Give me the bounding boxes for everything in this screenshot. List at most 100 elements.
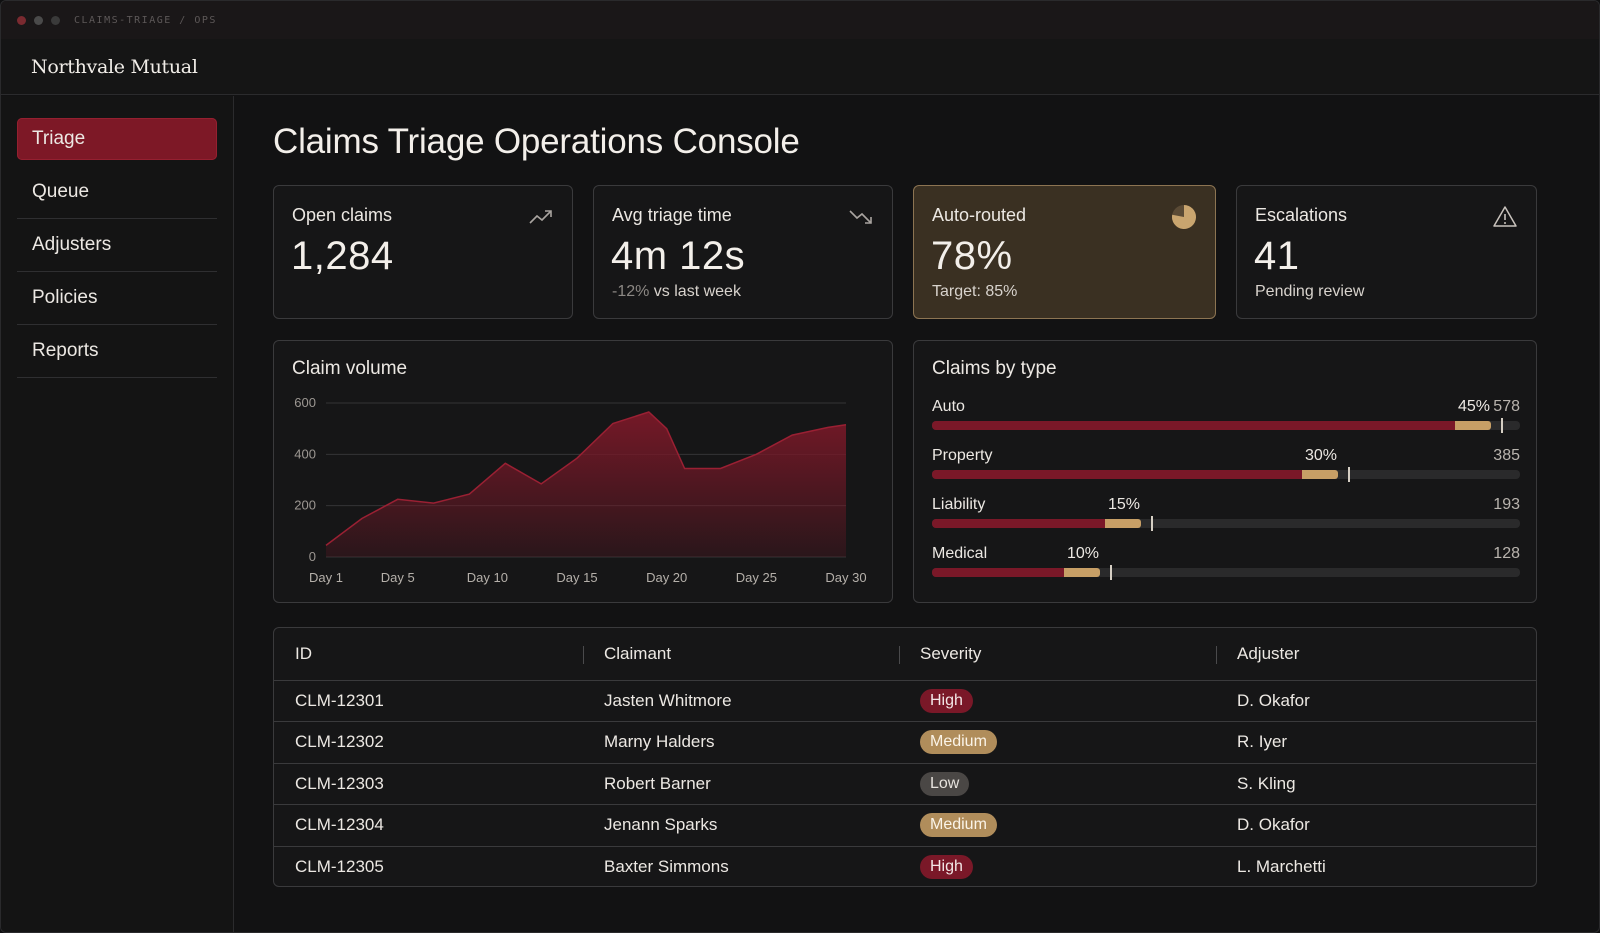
column-header-severity[interactable]: Severity: [899, 628, 1216, 681]
severity-cell: Medium: [899, 804, 1216, 847]
type-bar-fill: [932, 568, 1064, 577]
type-row-medical[interactable]: Medical 10% 128: [932, 545, 1520, 585]
type-bar-marker: [1151, 516, 1153, 531]
kpi-auto-routed[interactable]: Auto-routed 78% Target: 85%: [913, 185, 1216, 319]
type-bar-cap: [1455, 421, 1491, 430]
claim-id: CLM-12305: [295, 857, 384, 876]
delta-suffix: vs last week: [649, 283, 741, 300]
trending-up-icon: [529, 210, 552, 224]
claim-id: CLM-12303: [274, 763, 583, 805]
type-label: Liability: [932, 496, 986, 513]
severity-cell: Low: [899, 763, 1216, 805]
volume-line: [325, 411, 847, 547]
table-row[interactable]: CLM-12302 Marny Halders Medium R. Iyer: [274, 721, 1536, 764]
type-percent: 15%: [1108, 496, 1141, 513]
panel-title: Claim volume: [292, 358, 408, 379]
type-row-auto[interactable]: Auto 45% 578: [932, 398, 1520, 438]
kpi-label: Avg triage time: [612, 205, 732, 225]
title-bar: CLAIMS-TRIAGE / OPS: [1, 1, 1599, 39]
type-bar-cap: [1064, 568, 1100, 577]
kpi-value: 41: [1254, 234, 1300, 278]
type-row-property[interactable]: Property 30% 385: [932, 447, 1520, 487]
column-header-id[interactable]: ID: [274, 628, 583, 681]
table-header-row: ID Claimant Severity Adjuster: [274, 628, 1536, 681]
x-tick-label: Day 15: [556, 570, 597, 585]
type-bar-track: [932, 516, 1520, 531]
claimant-name: Jasten Whitmore: [583, 680, 899, 722]
kpi-label: Escalations: [1255, 205, 1348, 225]
sidebar-item-label: Reports: [32, 340, 99, 361]
claim-id: CLM-12302: [274, 721, 583, 764]
type-bar-marker: [1110, 565, 1112, 580]
type-count: 193: [1493, 496, 1520, 513]
brand-logo[interactable]: Northvale Mutual: [31, 55, 198, 78]
claimant-name: Jenann Sparks: [583, 804, 899, 847]
claim-id: CLM-12304: [274, 804, 583, 847]
table-row[interactable]: CLM-12301 Jasten Whitmore High D. Okafor: [274, 680, 1536, 722]
severity-cell: High: [899, 846, 1216, 888]
maximize-window-button[interactable]: [51, 15, 60, 25]
kpi-value: 1,284: [291, 234, 394, 278]
type-bar-marker: [1501, 418, 1503, 433]
table-body: CLM-12301 Jasten Whitmore High D. Okafor CLM…: [274, 680, 1536, 888]
x-tick-label: Day 5: [381, 570, 415, 585]
sidebar-item-adjusters[interactable]: Adjusters: [17, 219, 217, 272]
close-window-button[interactable]: [17, 15, 26, 25]
claim-volume-panel: Claim volume 0 200 400 600 Day 1 Day 5 Day 10 D…: [273, 340, 893, 603]
adjuster-name: L. Marchetti: [1237, 857, 1326, 876]
x-tick-label: Day 30: [825, 570, 866, 585]
type-bar-track: [932, 565, 1520, 580]
column-header-adjuster[interactable]: Adjuster: [1216, 628, 1536, 681]
trending-down-icon: [849, 210, 872, 224]
claim-volume-chart: 0 200 400 600 Day 1 Day 5 Day 10 Day 15 Day 20 Da…: [294, 395, 866, 585]
window-path: CLAIMS-TRIAGE / OPS: [74, 14, 217, 26]
column-header-claimant[interactable]: Claimant: [583, 628, 899, 681]
kpi-avg-triage-time[interactable]: Avg triage time 4m 12s -12% vs last week: [593, 185, 893, 319]
sidebar-item-queue[interactable]: Queue: [17, 166, 217, 219]
kpi-label: Open claims: [292, 205, 393, 225]
minimize-window-button[interactable]: [34, 15, 43, 25]
y-tick-label: 200: [294, 498, 316, 513]
severity-badge: Low: [920, 771, 970, 796]
table-row[interactable]: CLM-12305 Baxter Simmons High L. Marchetti: [274, 846, 1536, 888]
type-bar-cap: [1302, 470, 1338, 479]
kpi-escalations[interactable]: Escalations 41 Pending review: [1236, 185, 1537, 319]
y-tick-label: 600: [294, 395, 316, 410]
type-label: Auto: [932, 398, 965, 415]
severity-badge: High: [920, 688, 973, 713]
claims-table-card: ID Claimant Severity Adjuster CLM-12301 J…: [273, 627, 1537, 887]
table-row[interactable]: CLM-12304 Jenann Sparks Medium D. Okafor: [274, 804, 1536, 847]
x-tick-label: Day 1: [309, 570, 343, 585]
claimant-name: Robert Barner: [583, 763, 899, 805]
severity-cell: Medium: [899, 721, 1216, 764]
sidebar: Triage Queue Adjusters Policies Reports: [1, 96, 234, 932]
sidebar-item-label: Triage: [32, 128, 86, 149]
kpi-target: Target: 85%: [932, 283, 1018, 300]
x-tick-label: Day 20: [646, 570, 687, 585]
table-row[interactable]: CLM-12303 Robert Barner Low S. Kling: [274, 763, 1536, 805]
severity-badge: Medium: [920, 813, 997, 838]
claims-table: ID Claimant Severity Adjuster CLM-12301 J…: [274, 628, 1536, 888]
sidebar-item-policies[interactable]: Policies: [17, 272, 217, 325]
type-bar-cap: [1105, 519, 1141, 528]
sidebar-item-label: Adjusters: [32, 234, 112, 255]
type-label: Property: [932, 447, 993, 464]
type-percent: 10%: [1067, 545, 1100, 562]
type-bar-track: [932, 467, 1520, 482]
panel-title: Claims by type: [932, 358, 1057, 379]
type-label: Medical: [932, 545, 988, 562]
type-row-liability[interactable]: Liability 15% 193: [932, 496, 1520, 536]
volume-area: [326, 412, 846, 557]
sidebar-item-reports[interactable]: Reports: [17, 325, 217, 378]
severity-badge: High: [920, 855, 973, 879]
adjuster-name: S. Kling: [1216, 763, 1536, 805]
claimant-name: Baxter Simmons: [604, 857, 729, 876]
type-bar-marker: [1348, 467, 1350, 482]
claims-by-type-panel: Claims by type Auto 45% 578 Property 30% 385 L…: [913, 340, 1537, 603]
kpi-open-claims[interactable]: Open claims 1,284: [273, 185, 573, 319]
page-title: Claims Triage Operations Console: [273, 122, 800, 161]
sidebar-item-triage[interactable]: Triage: [17, 118, 217, 160]
type-bar-fill: [932, 470, 1302, 479]
kpi-label: Auto-routed: [932, 205, 1027, 225]
